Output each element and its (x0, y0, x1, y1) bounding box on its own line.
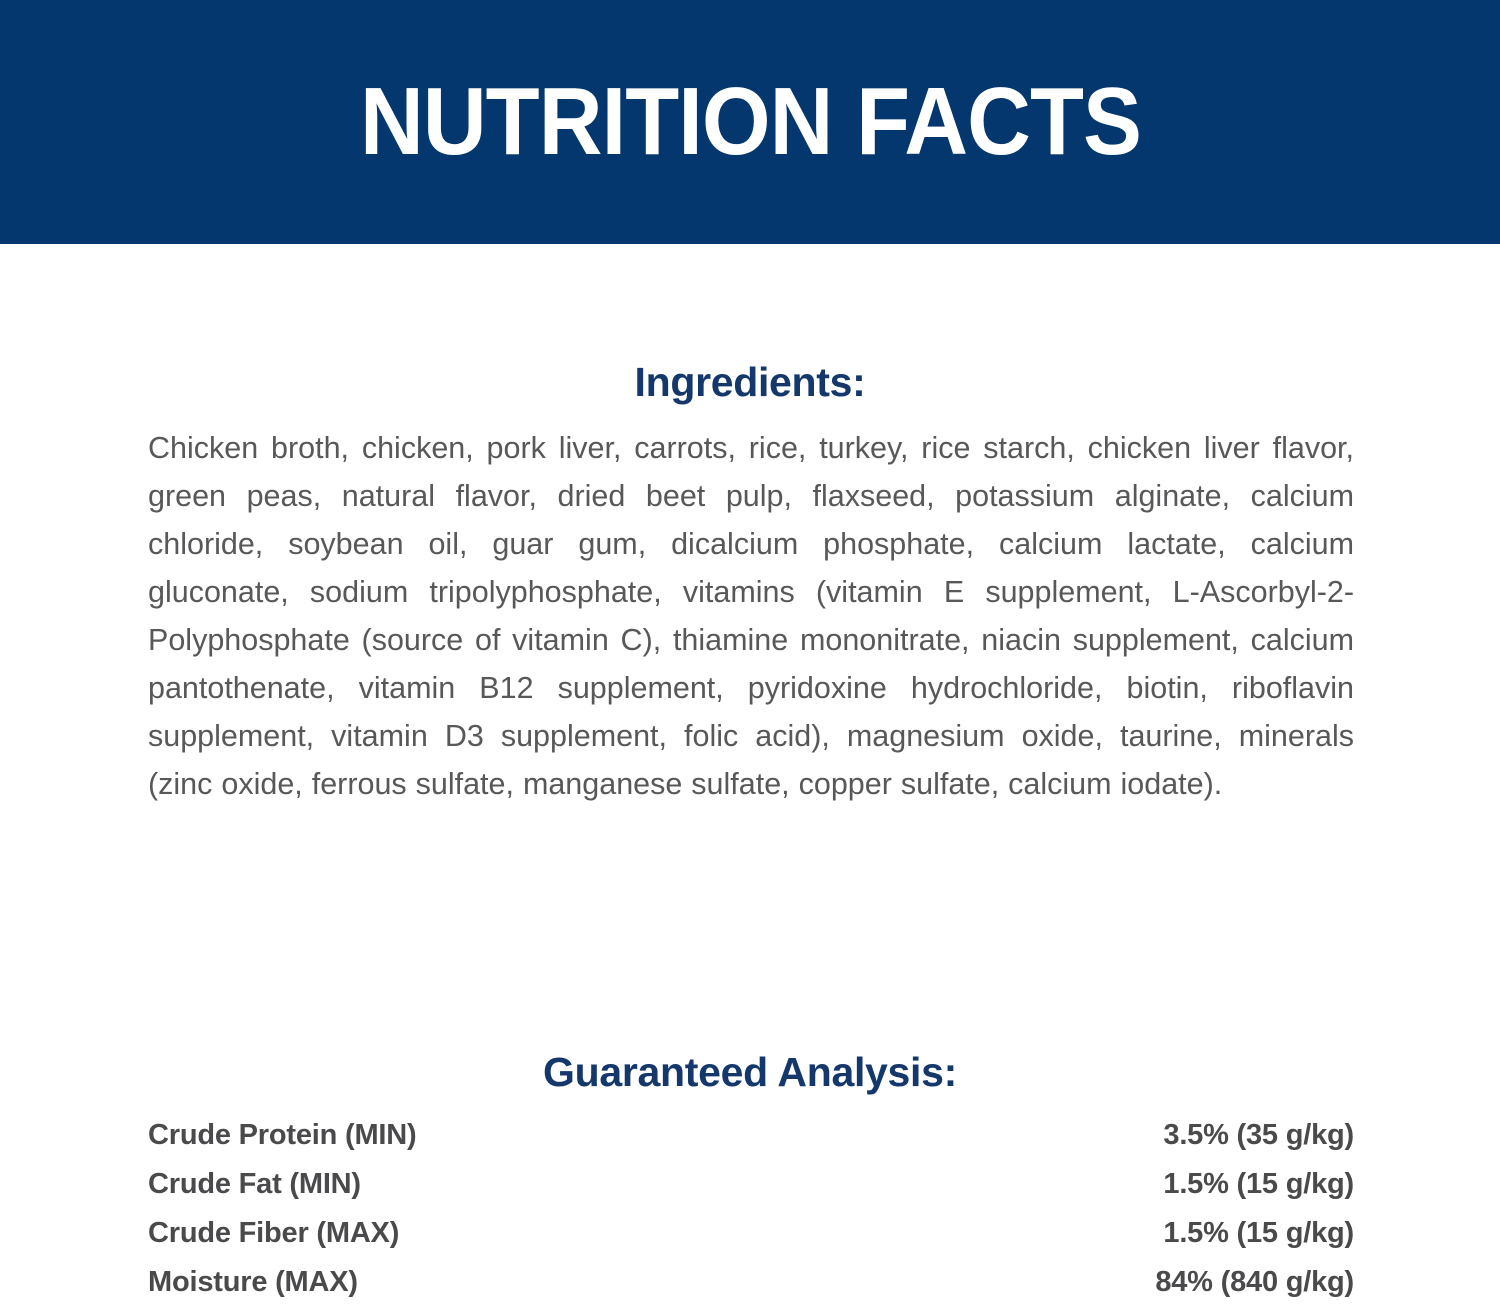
dot-leader (418, 1145, 1162, 1167)
analysis-row: Moisture (MAX) 84% (840 g/kg) (148, 1265, 1354, 1312)
page-header-banner: NUTRITION FACTS (0, 0, 1500, 244)
guaranteed-analysis-table: Crude Protein (MIN) 3.5% (35 g/kg) Crude F… (148, 1118, 1354, 1312)
ingredients-text: Chicken broth, chicken, pork liver, carr… (148, 431, 1354, 801)
analysis-row: Crude Protein (MIN) 3.5% (35 g/kg) (148, 1118, 1354, 1167)
analysis-row-label: Crude Fiber (MAX) (148, 1217, 400, 1249)
analysis-row-label: Crude Protein (MIN) (148, 1119, 417, 1151)
analysis-row-label: Crude Fat (MIN) (148, 1168, 361, 1200)
page-title: NUTRITION FACTS (359, 68, 1141, 175)
dot-leader (359, 1292, 1154, 1312)
analysis-row-value: 1.5% (15 g/kg) (1163, 1217, 1354, 1249)
analysis-row-value: 1.5% (15 g/kg) (1163, 1168, 1354, 1200)
dot-leader (401, 1243, 1162, 1265)
dot-leader (362, 1194, 1162, 1216)
analysis-row: Crude Fiber (MAX) 1.5% (15 g/kg) (148, 1216, 1354, 1265)
ingredients-heading: Ingredients: (634, 359, 866, 405)
analysis-row-value: 3.5% (35 g/kg) (1163, 1119, 1354, 1151)
analysis-row: Crude Fat (MIN) 1.5% (15 g/kg) (148, 1167, 1354, 1216)
guaranteed-analysis-heading: Guaranteed Analysis: (542, 1049, 957, 1095)
analysis-row-label: Moisture (MAX) (148, 1266, 358, 1298)
analysis-row-value: 84% (840 g/kg) (1155, 1266, 1354, 1298)
